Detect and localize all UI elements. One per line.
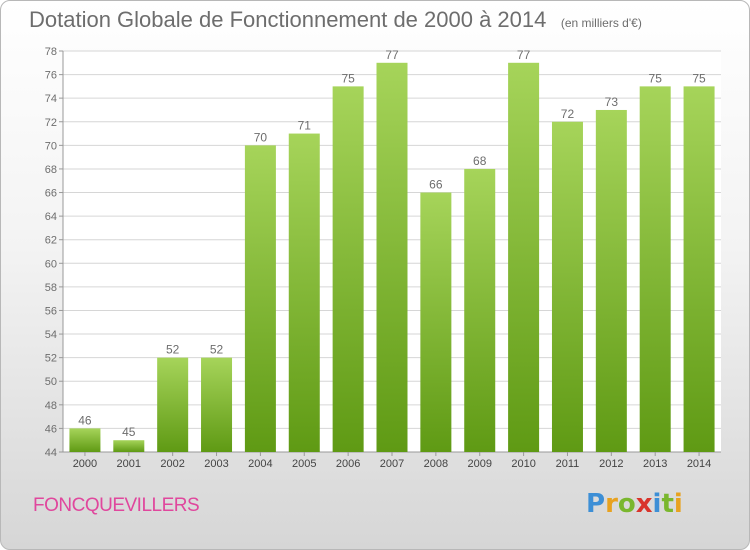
y-tick-label: 58 — [45, 282, 57, 294]
y-tick-label: 52 — [45, 353, 57, 365]
x-tick-label: 2004 — [248, 458, 272, 470]
logo-letter: P — [586, 489, 606, 519]
commune-name: FONCQUEVILLERS — [33, 495, 200, 516]
y-tick-label: 50 — [45, 376, 57, 388]
y-tick-label: 74 — [45, 93, 57, 105]
y-tick-label: 46 — [45, 423, 57, 435]
y-tick-label: 62 — [45, 235, 57, 247]
bar — [288, 133, 320, 452]
bar — [683, 86, 715, 452]
x-tick-label: 2007 — [380, 458, 404, 470]
y-tick-label: 48 — [45, 400, 57, 412]
bar — [595, 109, 627, 453]
data-label: 68 — [473, 154, 487, 168]
bar — [376, 62, 408, 452]
x-tick-label: 2013 — [643, 458, 667, 470]
logo-letter: i — [673, 489, 683, 519]
y-tick-label: 64 — [45, 211, 57, 223]
data-label: 52 — [166, 343, 180, 357]
logo-letter: x — [635, 489, 653, 519]
data-label: 45 — [122, 425, 136, 439]
data-label: 72 — [561, 107, 575, 121]
bar — [244, 145, 276, 452]
x-tick-label: 2002 — [160, 458, 184, 470]
proxiti-logo: Proxiti — [586, 489, 683, 519]
title-row: Dotation Globale de Fonctionnement de 20… — [29, 7, 642, 33]
data-label: 77 — [385, 48, 399, 62]
x-tick-label: 2010 — [511, 458, 535, 470]
bar — [464, 168, 496, 453]
bar — [157, 357, 189, 452]
bar — [332, 86, 364, 452]
chart-title: Dotation Globale de Fonctionnement de 20… — [29, 7, 547, 32]
data-label: 52 — [210, 343, 224, 357]
y-tick-label: 54 — [45, 329, 57, 341]
bar — [508, 62, 540, 452]
y-tick-label: 70 — [45, 140, 57, 152]
logo-letter: o — [617, 489, 636, 519]
data-label: 71 — [298, 119, 312, 133]
x-tick-label: 2001 — [117, 458, 141, 470]
logo-letter: i — [652, 489, 662, 519]
bar — [201, 357, 233, 452]
bar — [551, 121, 583, 452]
data-label: 75 — [649, 71, 663, 85]
data-label: 66 — [429, 178, 443, 192]
x-tick-label: 2012 — [599, 458, 623, 470]
x-tick-label: 2009 — [467, 458, 491, 470]
x-tick-label: 2014 — [687, 458, 711, 470]
data-label: 46 — [78, 413, 92, 427]
data-label: 77 — [517, 48, 531, 62]
y-tick-label: 66 — [45, 188, 57, 200]
x-tick-label: 2003 — [204, 458, 228, 470]
chart-unit: (en milliers d'€) — [560, 16, 642, 30]
data-label: 70 — [254, 130, 268, 144]
x-tick-label: 2011 — [556, 458, 580, 470]
y-tick-label: 72 — [45, 117, 57, 129]
data-label: 75 — [692, 71, 706, 85]
bar — [639, 86, 671, 452]
y-tick-label: 60 — [45, 258, 57, 270]
x-tick-label: 2006 — [336, 458, 360, 470]
y-tick-label: 56 — [45, 305, 57, 317]
x-tick-label: 2008 — [424, 458, 448, 470]
logo-letter: t — [661, 489, 674, 519]
y-tick-label: 68 — [45, 164, 57, 176]
bar — [420, 192, 452, 452]
bar — [69, 428, 101, 452]
data-label: 73 — [605, 95, 619, 109]
y-tick-label: 78 — [45, 46, 57, 58]
x-tick-label: 2000 — [73, 458, 97, 470]
y-tick-label: 44 — [45, 447, 57, 459]
logo-letter: r — [605, 489, 618, 519]
y-tick-label: 76 — [45, 70, 57, 82]
data-label: 75 — [341, 71, 355, 85]
x-tick-label: 2005 — [292, 458, 316, 470]
bar — [113, 440, 145, 452]
